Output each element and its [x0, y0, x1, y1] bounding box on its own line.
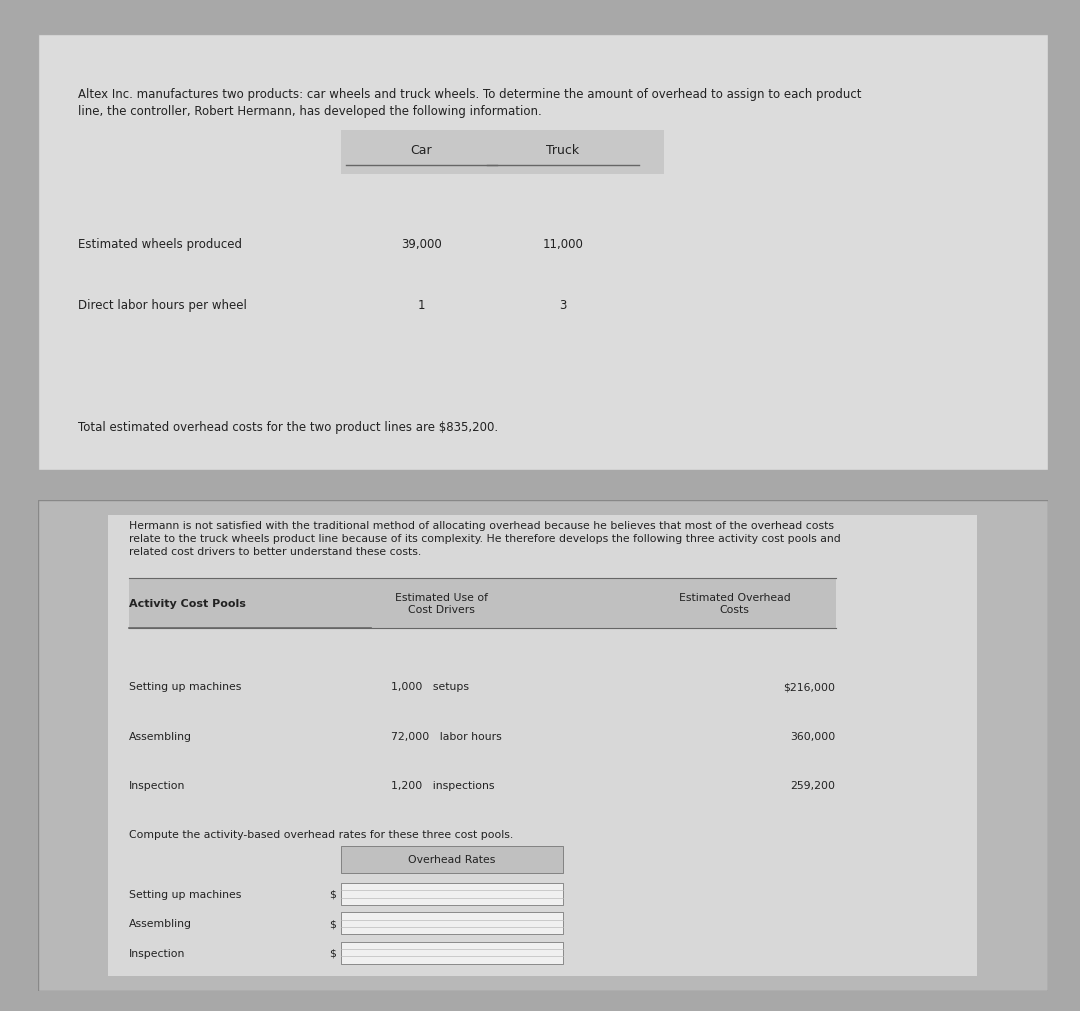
Text: 11,000: 11,000	[542, 238, 583, 251]
Text: Assembling: Assembling	[129, 918, 191, 928]
Text: Activity Cost Pools: Activity Cost Pools	[129, 599, 245, 609]
Bar	[341, 912, 563, 934]
Text: 3: 3	[559, 298, 567, 311]
Text: $216,000: $216,000	[784, 681, 836, 692]
Bar	[108, 516, 977, 976]
Text: Hermann is not satisfied with the traditional method of allocating overhead beca: Hermann is not satisfied with the tradit…	[129, 520, 840, 556]
Bar	[129, 579, 836, 628]
Text: $: $	[328, 947, 336, 957]
Text: 1: 1	[418, 298, 426, 311]
Text: Setting up machines: Setting up machines	[129, 681, 241, 692]
Text: Altex Inc. manufactures two products: car wheels and truck wheels. To determine : Altex Inc. manufactures two products: ca…	[78, 88, 862, 117]
Text: 72,000   labor hours: 72,000 labor hours	[391, 731, 502, 741]
Text: 39,000: 39,000	[401, 238, 442, 251]
Bar	[341, 942, 563, 963]
Text: Estimated Overhead
Costs: Estimated Overhead Costs	[678, 592, 791, 615]
Text: Compute the activity-based overhead rates for these three cost pools.: Compute the activity-based overhead rate…	[129, 829, 513, 839]
Text: Total estimated overhead costs for the two product lines are $835,200.: Total estimated overhead costs for the t…	[78, 421, 498, 433]
Text: 360,000: 360,000	[791, 731, 836, 741]
Text: Estimated Use of
Cost Drivers: Estimated Use of Cost Drivers	[395, 592, 488, 615]
Text: Direct labor hours per wheel: Direct labor hours per wheel	[78, 298, 247, 311]
Text: Car: Car	[410, 145, 432, 157]
Text: 1,200   inspections: 1,200 inspections	[391, 779, 495, 790]
Text: Inspection: Inspection	[129, 779, 185, 790]
Text: 1,000   setups: 1,000 setups	[391, 681, 469, 692]
Text: $: $	[328, 889, 336, 899]
Text: 259,200: 259,200	[791, 779, 836, 790]
Text: Truck: Truck	[546, 145, 580, 157]
Text: Assembling: Assembling	[129, 731, 191, 741]
Bar	[341, 883, 563, 905]
Bar	[341, 846, 563, 874]
Bar	[341, 131, 664, 175]
Text: Inspection: Inspection	[129, 947, 185, 957]
Text: Overhead Rates: Overhead Rates	[408, 854, 496, 864]
Text: Setting up machines: Setting up machines	[129, 889, 241, 899]
Text: $: $	[328, 918, 336, 928]
Text: Estimated wheels produced: Estimated wheels produced	[78, 238, 242, 251]
